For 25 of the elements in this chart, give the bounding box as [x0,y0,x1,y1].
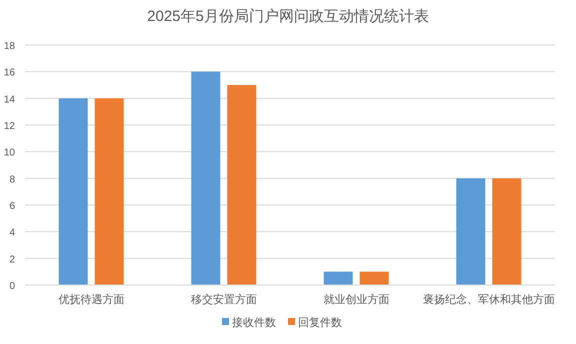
y-tick-label: 16 [4,68,16,79]
bar [492,178,522,285]
y-tick-label: 4 [9,228,16,239]
bar [456,178,486,285]
x-tick-label: 褒扬纪念、军休和其他方面 [422,293,555,306]
bar [324,272,353,285]
legend-label: 接收件数 [232,316,276,329]
y-tick-label: 8 [9,174,16,186]
y-tick-label: 14 [4,94,16,106]
x-tick-label: 移交安置方面 [190,293,257,306]
bar [227,85,256,285]
bar [191,72,220,285]
bar [94,98,124,285]
x-tick-label: 就业创业方面 [323,293,390,306]
y-tick-label: 0 [9,281,16,292]
chart-title: 2025年5月份局门户网问政互动情况统计表 [147,8,429,25]
legend-label: 回复件数 [298,317,342,329]
y-tick-label: 10 [4,148,16,159]
y-tick-label: 6 [9,201,16,212]
bar [360,272,389,285]
y-tick-label: 18 [4,41,16,52]
bar [58,98,88,285]
x-tick-label: 优抚待遇方面 [58,293,124,306]
y-tick-label: 2 [9,254,16,266]
y-tick-label: 12 [4,121,16,132]
